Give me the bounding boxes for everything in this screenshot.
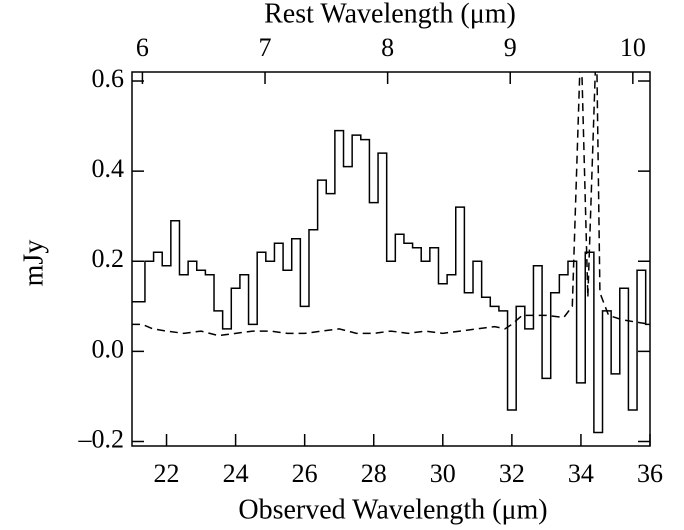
x-tick-label: 28: [361, 459, 387, 488]
x2-tick-label: 7: [259, 33, 272, 62]
y-tick-label: 0.4: [92, 154, 125, 183]
noise-line: [132, 72, 650, 337]
plot-area: [132, 72, 650, 434]
x-tick-label: 32: [499, 459, 525, 488]
x-tick-label: 24: [223, 459, 249, 488]
plot-frame: [131, 71, 651, 447]
y-tick-label: –0.2: [78, 424, 125, 453]
x2-tick-label: 6: [136, 33, 149, 62]
y-tick-label: 0.6: [92, 64, 125, 93]
x-tick-label: 26: [292, 459, 318, 488]
x2-tick-label: 8: [381, 33, 394, 62]
x2-tick-label: 9: [504, 33, 517, 62]
x-tick-label: 36: [637, 459, 663, 488]
y-axis-title: mJy: [18, 240, 49, 287]
x-tick-label: 22: [154, 459, 180, 488]
x2-tick-label: 10: [620, 33, 646, 62]
x2-axis-title: Rest Wavelength (μm): [264, 0, 516, 29]
x-axis-title: Observed Wavelength (μm): [238, 494, 547, 525]
x-tick-label: 30: [430, 459, 456, 488]
y-tick-label: 0.2: [92, 244, 125, 273]
spectrum-line: [132, 129, 650, 434]
y-tick-label: 0.0: [92, 334, 125, 363]
x-tick-label: 34: [568, 459, 594, 488]
